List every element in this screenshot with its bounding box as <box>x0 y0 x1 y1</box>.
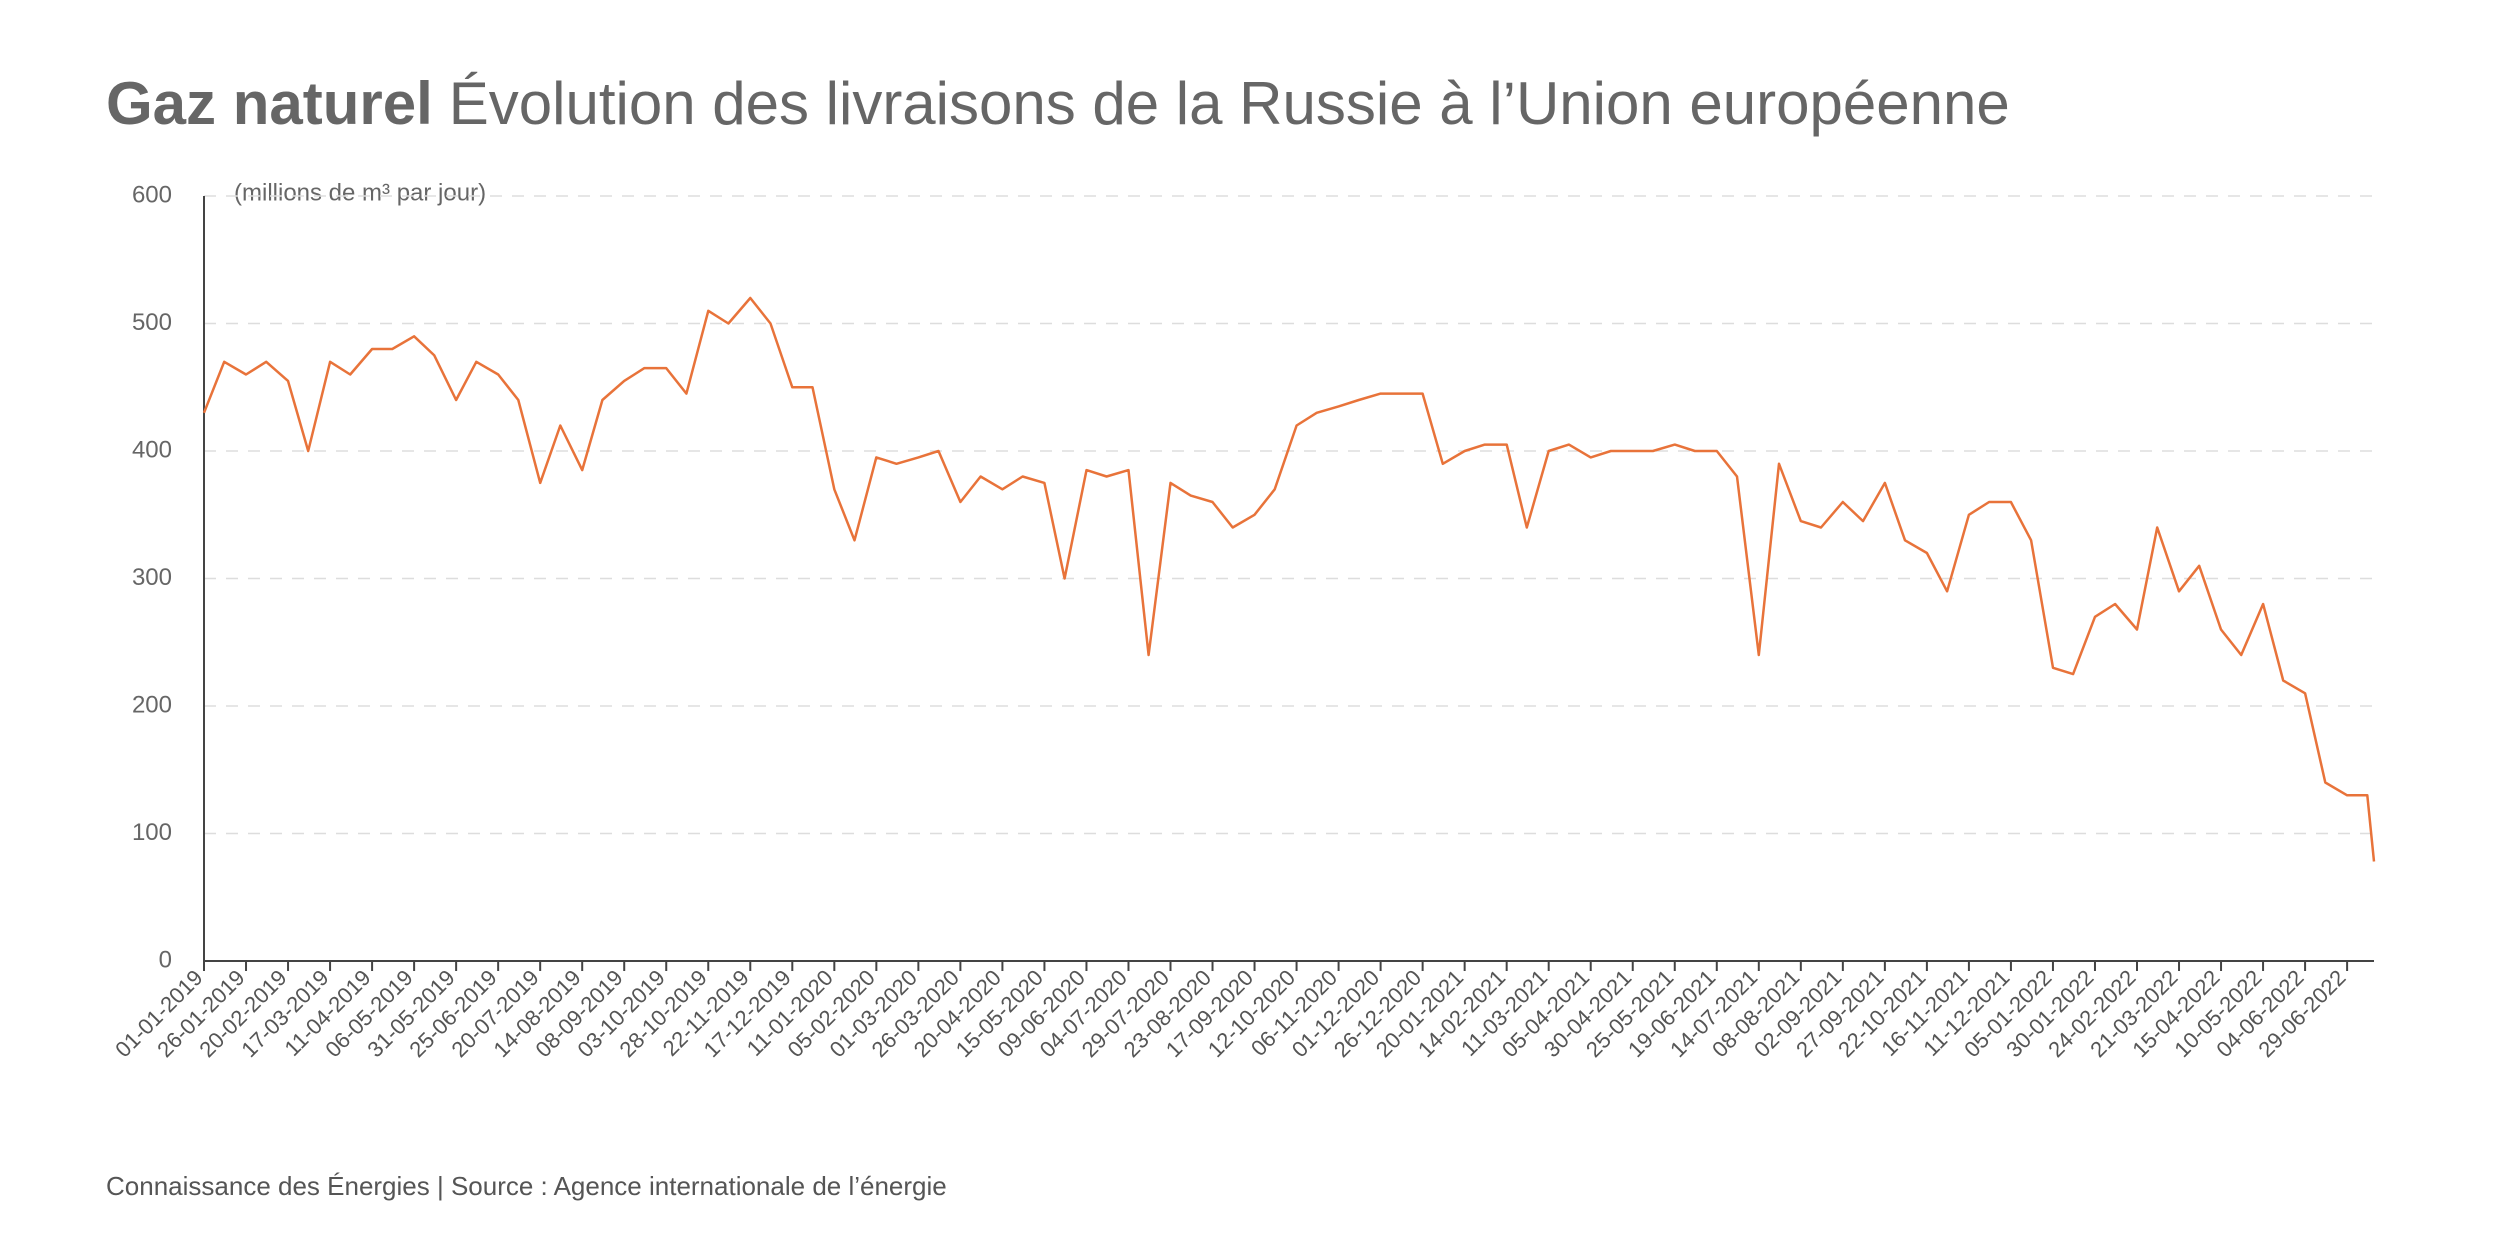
data-line <box>202 296 2376 862</box>
y-tick-label: 300 <box>132 564 172 591</box>
title-text: Évolution des livraisons de la Russie à … <box>449 70 2010 137</box>
y-axis-label: (millions de m³ par jour) <box>234 179 486 206</box>
title-bold: Gaz naturel <box>106 70 433 137</box>
chart-title: Gaz naturel Évolution des livraisons de l… <box>106 70 2010 137</box>
source: Connaissance des Énergies | Source : Age… <box>106 1171 947 1201</box>
y-tick-label: 500 <box>132 309 172 336</box>
y-tick-label: 600 <box>132 181 172 208</box>
y-tick-label: 200 <box>132 691 172 718</box>
y-tick-label: 400 <box>132 436 172 463</box>
y-tick-label: 100 <box>132 819 172 846</box>
y-tick-label: 0 <box>159 946 172 973</box>
